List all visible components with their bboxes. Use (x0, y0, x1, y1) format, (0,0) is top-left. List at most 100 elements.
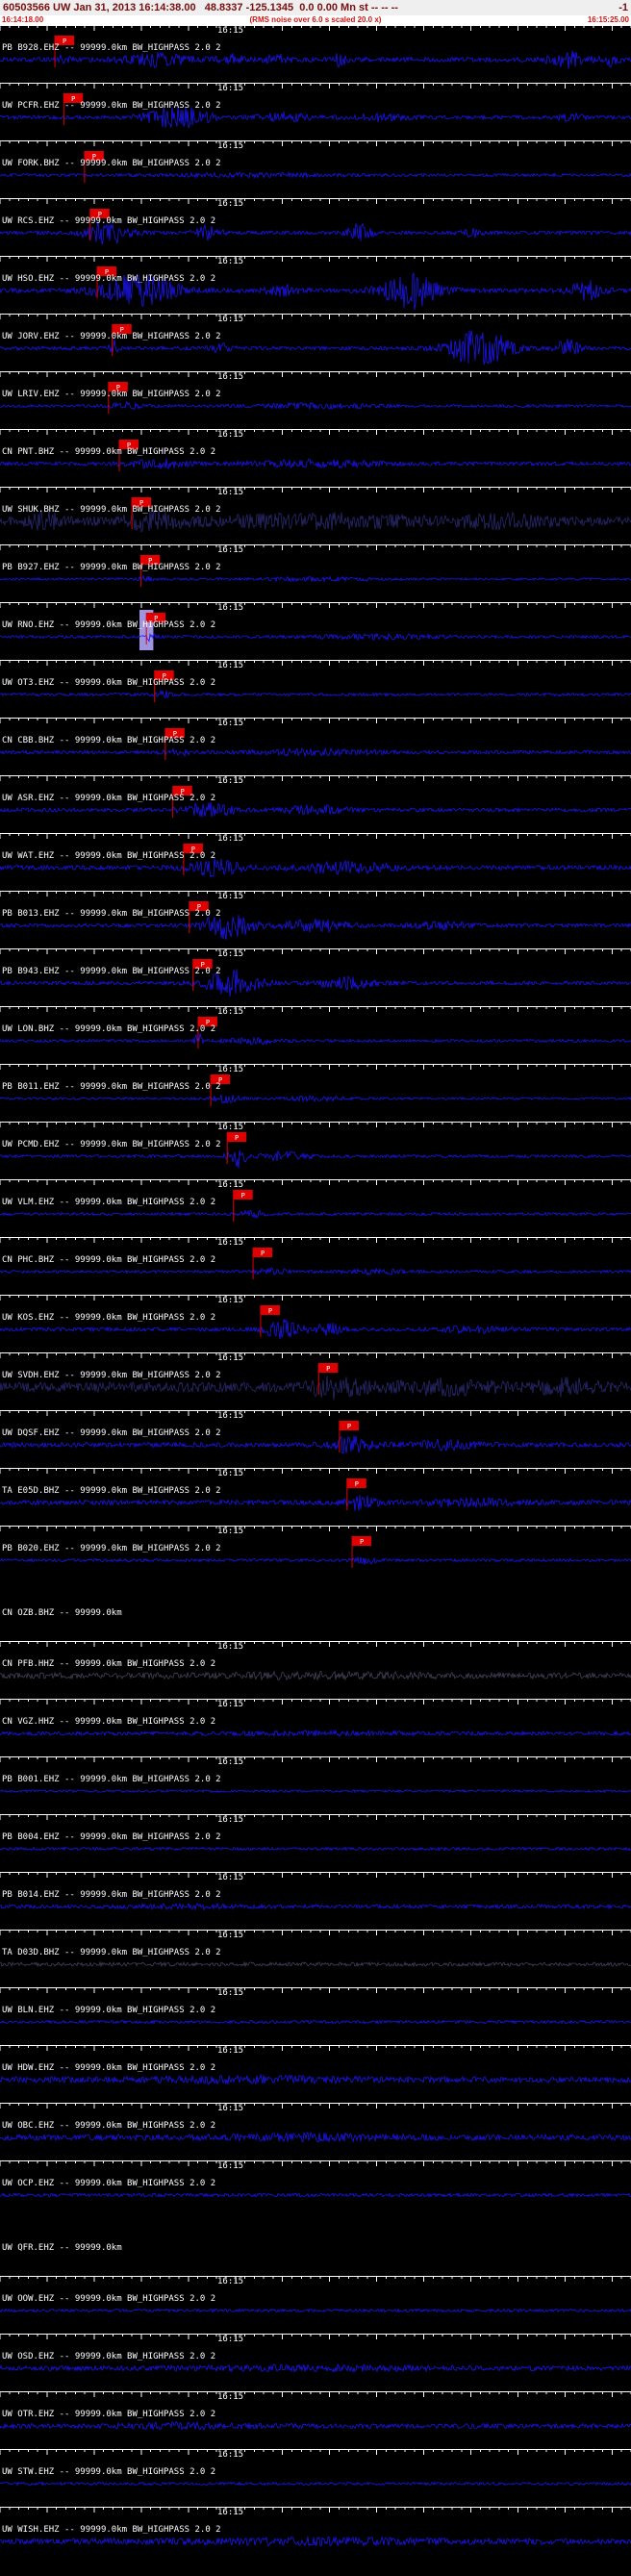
trace-row-OOW[interactable]: 16:15 UW OOW.EHZ -- 99999.0km BW_HIGHPASS… (0, 2276, 631, 2334)
pick-flag-KOS[interactable]: P (260, 1305, 280, 1337)
trace-row-JORV[interactable]: P 16:15 UW JORV.EHZ -- 99999.0km BW_HIGHPA… (0, 314, 631, 371)
trace-row-QFR[interactable]: UW QFR.EHZ -- 99999.0km (0, 2218, 631, 2276)
waveform-VGZ[interactable] (0, 1699, 631, 1756)
waveform-OT3[interactable]: P (0, 660, 631, 718)
pick-flag-B927[interactable]: P (139, 555, 161, 587)
waveform-PHC[interactable]: P (0, 1237, 631, 1295)
trace-row-HDW[interactable]: 16:15 UW HDW.EHZ -- 99999.0km BW_HIGHPASS… (0, 2045, 631, 2103)
pick-flag-SHUK[interactable]: P (131, 497, 152, 529)
pick-flag-PHC[interactable]: P (252, 1248, 273, 1279)
trace-row-OTR[interactable]: 16:15 UW OTR.EHZ -- 99999.0km BW_HIGHPASS… (0, 2391, 631, 2449)
waveform-OTR[interactable] (0, 2391, 631, 2449)
waveform-WAT[interactable]: P (0, 833, 631, 891)
trace-row-OCP[interactable]: 16:15 UW OCP.EHZ -- 99999.0km BW_HIGHPASS… (0, 2160, 631, 2218)
pick-flag-CBB[interactable]: P (164, 728, 185, 760)
trace-row-SHUK[interactable]: P 16:15 UW SHUK.BHZ -- 99999.0km BW_HIGHPA… (0, 487, 631, 544)
trace-row-FORK[interactable]: P 16:15 UW FORK.BHZ -- 99999.0km BW_HIGHPA… (0, 140, 631, 198)
waveform-OSD[interactable] (0, 2334, 631, 2391)
pick-flag-B943[interactable]: P (192, 959, 213, 991)
trace-row-PHC[interactable]: P 16:15 CN PHC.BHZ -- 99999.0km BW_HIGHPAS… (0, 1237, 631, 1295)
pick-flag-PNT[interactable]: P (118, 440, 139, 471)
waveform-HDW[interactable] (0, 2045, 631, 2103)
trace-row-CBB[interactable]: P 16:15 CN CBB.BHZ -- 99999.0km BW_HIGHPAS… (0, 718, 631, 775)
trace-row-D03D[interactable]: 16:15 TA D03D.BHZ -- 99999.0km BW_HIGHPAS… (0, 1930, 631, 1987)
waveform-DQSF[interactable]: P (0, 1410, 631, 1468)
waveform-JORV[interactable]: P (0, 314, 631, 371)
trace-row-VGZ[interactable]: 16:15 CN VGZ.HHZ -- 99999.0km BW_HIGHPASS… (0, 1699, 631, 1756)
pick-flag-B928[interactable]: P (54, 36, 75, 67)
pick-flag-RCS[interactable]: P (89, 209, 110, 240)
waveform-B943[interactable]: P (0, 948, 631, 1006)
pick-flag-B013[interactable]: P (189, 901, 209, 933)
pick-flag-JORV[interactable]: P (112, 324, 132, 356)
pick-flag-RNO[interactable]: P (145, 613, 166, 644)
waveform-B013[interactable]: P (0, 891, 631, 948)
pick-flag-HSO[interactable]: P (96, 266, 117, 298)
pick-flag-LRIV[interactable]: P (108, 382, 128, 414)
trace-row-B928[interactable]: P 16:15 PB B928.EHZ -- 99999.0km BW_HIGHPA… (0, 25, 631, 83)
waveform-LRIV[interactable]: P (0, 371, 631, 429)
trace-row-HSO[interactable]: P 16:15 UW HSO.EHZ -- 99999.0km BW_HIGHPAS… (0, 256, 631, 314)
waveform-B928[interactable]: P (0, 25, 631, 83)
pick-flag-LON[interactable]: P (197, 1017, 217, 1048)
pick-flag-FORK[interactable]: P (84, 151, 104, 183)
trace-row-PCMD[interactable]: P 16:15 UW PCMD.EHZ -- 99999.0km BW_HIGHPA… (0, 1122, 631, 1179)
trace-row-B001[interactable]: 16:15 PB B001.EHZ -- 99999.0km BW_HIGHPAS… (0, 1756, 631, 1814)
pick-flag-SVDH[interactable]: P (317, 1363, 339, 1395)
trace-row-BLN[interactable]: 16:15 UW BLN.EHZ -- 99999.0km BW_HIGHPASS… (0, 1987, 631, 2045)
trace-row-STW[interactable]: 16:15 UW STW.EHZ -- 99999.0km BW_HIGHPASS… (0, 2449, 631, 2507)
waveform-B014[interactable] (0, 1872, 631, 1930)
waveform-OCP[interactable] (0, 2160, 631, 2218)
trace-row-OBC[interactable]: 16:15 UW OBC.EHZ -- 99999.0km BW_HIGHPASS… (0, 2103, 631, 2160)
trace-row-B013[interactable]: P 16:15 PB B013.EHZ -- 99999.0km BW_HIGHPA… (0, 891, 631, 948)
waveform-CBB[interactable]: P (0, 718, 631, 775)
trace-row-B020[interactable]: P 16:15 PB B020.EHZ -- 99999.0km BW_HIGHPA… (0, 1526, 631, 1583)
waveform-RCS[interactable]: P (0, 198, 631, 256)
trace-row-PFB[interactable]: 16:15 CN PFB.HHZ -- 99999.0km BW_HIGHPASS… (0, 1641, 631, 1699)
pick-flag-E05D[interactable]: P (346, 1478, 366, 1510)
waveform-OOW[interactable] (0, 2276, 631, 2334)
pick-flag-OT3[interactable]: P (154, 670, 174, 702)
trace-row-RCS[interactable]: P 16:15 UW RCS.EHZ -- 99999.0km BW_HIGHPAS… (0, 198, 631, 256)
waveform-WISH[interactable] (0, 2507, 631, 2564)
pick-flag-VLM[interactable]: P (233, 1190, 253, 1222)
waveform-B011[interactable]: P (0, 1064, 631, 1122)
trace-row-PCFR[interactable]: P 16:15 UW PCFR.EHZ -- 99999.0km BW_HIGHPA… (0, 83, 631, 140)
trace-row-OSD[interactable]: 16:15 UW OSD.EHZ -- 99999.0km BW_HIGHPASS… (0, 2334, 631, 2391)
waveform-PCFR[interactable]: P (0, 83, 631, 140)
waveform-PCMD[interactable]: P (0, 1122, 631, 1179)
pick-flag-B011[interactable]: P (210, 1074, 231, 1106)
pick-flag-PCFR[interactable]: P (63, 93, 84, 125)
trace-panel[interactable]: P 16:15 PB B928.EHZ -- 99999.0km BW_HIGHPA… (0, 25, 631, 2576)
waveform-FORK[interactable]: P (0, 140, 631, 198)
pick-flag-ASR[interactable]: P (172, 786, 192, 818)
waveform-HSO[interactable]: P (0, 256, 631, 314)
pick-flag-B020[interactable]: P (351, 1536, 372, 1568)
waveform-B004[interactable] (0, 1814, 631, 1872)
waveform-E05D[interactable]: P (0, 1468, 631, 1526)
trace-row-WAT[interactable]: P 16:15 UW WAT.EHZ -- 99999.0km BW_HIGHPAS… (0, 833, 631, 891)
trace-row-B927[interactable]: P 16:15 PB B927.EHZ -- 99999.0km BW_HIGHPA… (0, 544, 631, 602)
trace-row-ASR[interactable]: P 16:15 UW ASR.EHZ -- 99999.0km BW_HIGHPAS… (0, 775, 631, 833)
trace-row-VLM[interactable]: P 16:15 UW VLM.EHZ -- 99999.0km BW_HIGHPAS… (0, 1179, 631, 1237)
trace-row-WISH[interactable]: 16:15 UW WISH.EHZ -- 99999.0km BW_HIGHPAS… (0, 2507, 631, 2564)
trace-row-SVDH[interactable]: P 16:15 UW SVDH.EHZ -- 99999.0km BW_HIGHPA… (0, 1352, 631, 1410)
waveform-BLN[interactable] (0, 1987, 631, 2045)
pick-flag-PCMD[interactable]: P (226, 1132, 247, 1164)
waveform-SHUK[interactable]: P (0, 487, 631, 544)
waveform-PFB[interactable] (0, 1641, 631, 1699)
trace-row-RNO[interactable]: P 16:15 UW RNO.EHZ -- 99999.0km BW_HIGHPAS… (0, 602, 631, 660)
trace-row-PNT[interactable]: P 16:15 CN PNT.BHZ -- 99999.0km BW_HIGHPAS… (0, 429, 631, 487)
waveform-VLM[interactable]: P (0, 1179, 631, 1237)
waveform-D03D[interactable] (0, 1930, 631, 1987)
waveform-ASR[interactable]: P (0, 775, 631, 833)
waveform-OBC[interactable] (0, 2103, 631, 2160)
trace-row-E05D[interactable]: P 16:15 TA E05D.BHZ -- 99999.0km BW_HIGHPA… (0, 1468, 631, 1526)
trace-row-OT3[interactable]: P 16:15 UW OT3.EHZ -- 99999.0km BW_HIGHPAS… (0, 660, 631, 718)
trace-row-B004[interactable]: 16:15 PB B004.EHZ -- 99999.0km BW_HIGHPAS… (0, 1814, 631, 1872)
waveform-KOS[interactable]: P (0, 1295, 631, 1352)
waveform-STW[interactable] (0, 2449, 631, 2507)
waveform-B001[interactable] (0, 1756, 631, 1814)
pick-flag-WAT[interactable]: P (183, 844, 203, 875)
waveform-LON[interactable]: P (0, 1006, 631, 1064)
